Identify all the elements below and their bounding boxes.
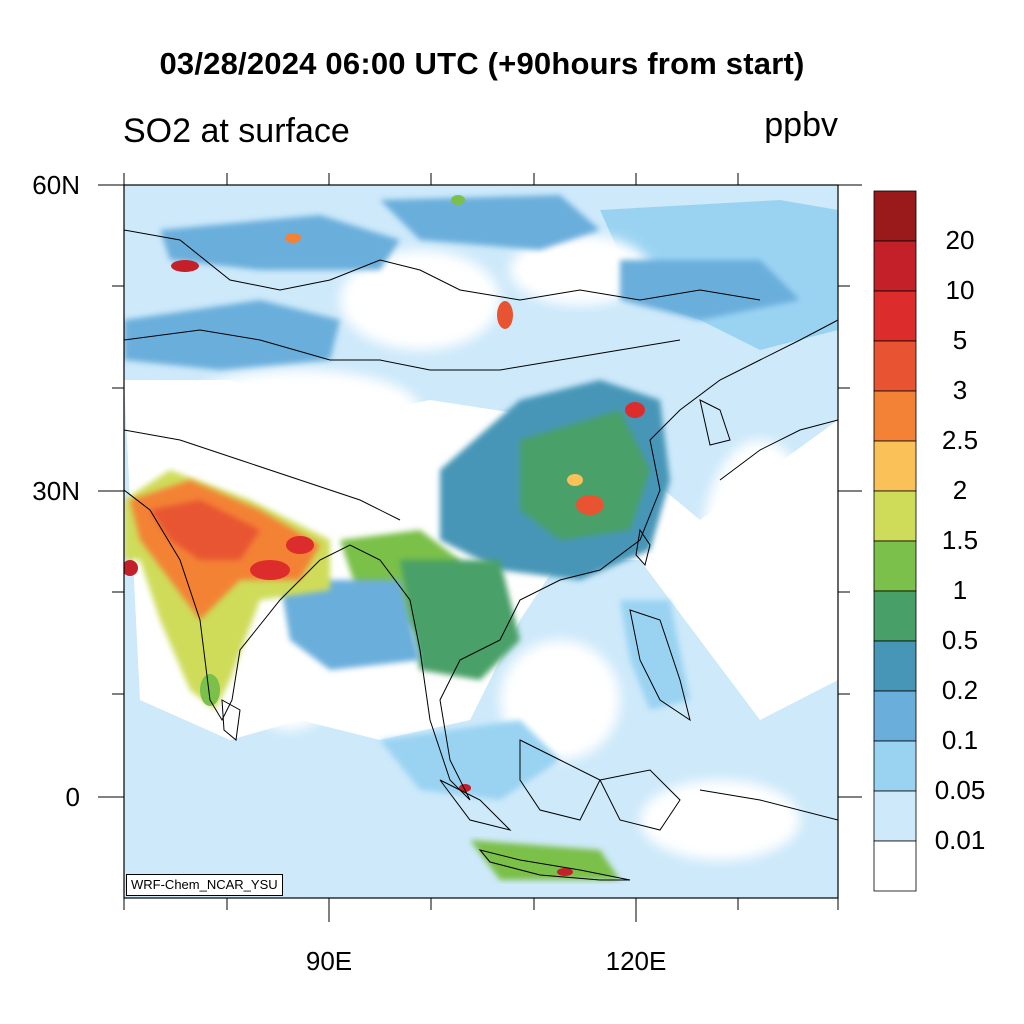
units-label: ppbv — [764, 106, 838, 144]
colorbar-level-label: 3 — [952, 375, 968, 405]
colorbar-swatch — [873, 540, 917, 592]
colorbar-swatch — [873, 390, 917, 442]
colorbar-swatch — [873, 490, 917, 542]
colorbar-swatch — [873, 240, 917, 292]
so2-field — [124, 185, 838, 898]
colorbar — [873, 190, 917, 892]
colorbar-swatch — [873, 290, 917, 342]
plot-title: 03/28/2024 06:00 UTC (+90hours from star… — [159, 46, 805, 81]
colorbar-swatch — [873, 840, 917, 892]
lat-label-0: 0 — [65, 782, 80, 812]
colorbar-level-label: 2.5 — [941, 425, 979, 455]
colorbar-level-label: 0.1 — [941, 725, 979, 755]
colorbar-level-label: 20 — [945, 225, 975, 255]
colorbar-swatch — [873, 690, 917, 742]
lon-label-90e: 90E — [305, 946, 353, 976]
colorbar-level-label: 1.5 — [941, 525, 979, 555]
lon-label-120e: 120E — [605, 946, 667, 976]
coastlines — [124, 229, 838, 881]
colorbar-level-label: 0.2 — [941, 675, 979, 705]
model-credit: WRF-Chem_NCAR_YSU — [126, 874, 283, 896]
lat-label-30n: 30N — [32, 476, 80, 506]
colorbar-level-label: 0.5 — [941, 625, 979, 655]
colorbar-swatch — [873, 440, 917, 492]
colorbar-level-label: 5 — [952, 325, 968, 355]
colorbar-swatch — [873, 790, 917, 842]
colorbar-swatch — [873, 340, 917, 392]
variable-label: SO2 at surface — [123, 112, 350, 150]
colorbar-level-label: 1 — [952, 575, 968, 605]
map-frame — [123, 184, 839, 899]
colorbar-level-label: 0.01 — [934, 825, 986, 855]
colorbar-swatch — [873, 640, 917, 692]
lat-label-60n: 60N — [32, 170, 80, 200]
colorbar-level-label: 2 — [952, 475, 968, 505]
colorbar-level-label: 10 — [945, 275, 975, 305]
colorbar-swatch — [873, 190, 917, 242]
axis-ticks — [98, 173, 862, 922]
colorbar-swatch — [873, 740, 917, 792]
colorbar-level-label: 0.05 — [934, 775, 986, 805]
colorbar-swatch — [873, 590, 917, 642]
